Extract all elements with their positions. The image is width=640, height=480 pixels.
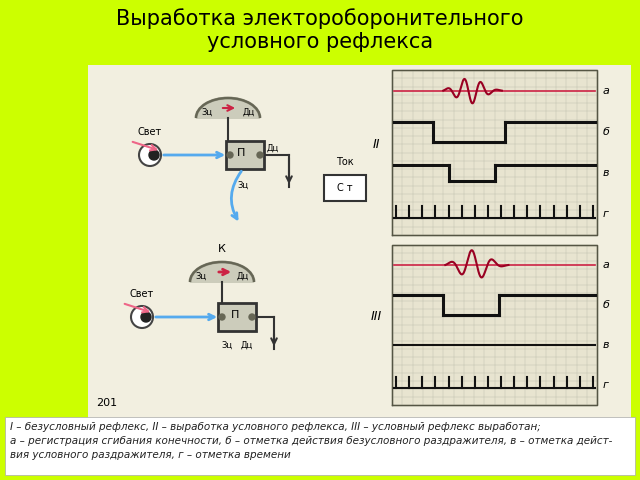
Bar [392,245,597,405]
Text: а: а [603,260,610,270]
Text: Ток: Ток [336,157,354,167]
Circle shape [131,306,153,328]
Bar [392,70,597,235]
Text: С т: С т [337,183,353,193]
Text: Зц: Зц [221,341,232,350]
Bar [226,141,264,169]
Text: Зц: Зц [201,108,212,117]
Text: К: К [218,244,226,254]
Text: г: г [603,209,609,219]
Text: П: П [231,310,239,320]
Text: б: б [603,300,610,310]
Circle shape [227,152,233,158]
Text: в: в [603,168,609,178]
Text: Дц: Дц [267,144,279,153]
Polygon shape [190,262,254,282]
Circle shape [141,312,151,322]
Text: I – безусловный рефлекс, II – выработка условного рефлекса, III – условный рефле: I – безусловный рефлекс, II – выработка … [10,422,541,432]
Bar [5,417,635,475]
Text: Выработка электороборонительного
условного рефлекса: Выработка электороборонительного условно… [116,8,524,52]
Text: Свет: Свет [138,127,162,137]
Text: Свет: Свет [130,289,154,299]
Bar [88,65,631,418]
Text: б: б [603,127,610,137]
Bar [218,303,256,331]
Text: П: П [237,148,245,158]
Text: вия условного раздражителя, г – отметка времени: вия условного раздражителя, г – отметка … [10,450,291,460]
Circle shape [149,150,159,160]
Circle shape [257,152,263,158]
Text: Дц: Дц [243,108,255,117]
Circle shape [139,144,161,166]
Text: в: в [603,340,609,350]
Text: 201: 201 [96,398,117,408]
Polygon shape [196,98,260,118]
Text: Дц: Дц [237,272,249,280]
Text: Зц: Зц [237,181,248,190]
Bar [324,175,366,201]
Text: г: г [603,380,609,390]
Circle shape [219,314,225,320]
Text: а – регистрация сгибания конечности, б – отметка действия безусловного раздражит: а – регистрация сгибания конечности, б –… [10,436,612,446]
Circle shape [249,314,255,320]
Text: III: III [371,311,381,324]
Text: Зц: Зц [195,272,206,280]
Text: II: II [372,138,380,151]
Text: Дц: Дц [241,341,253,350]
Text: а: а [603,85,610,96]
